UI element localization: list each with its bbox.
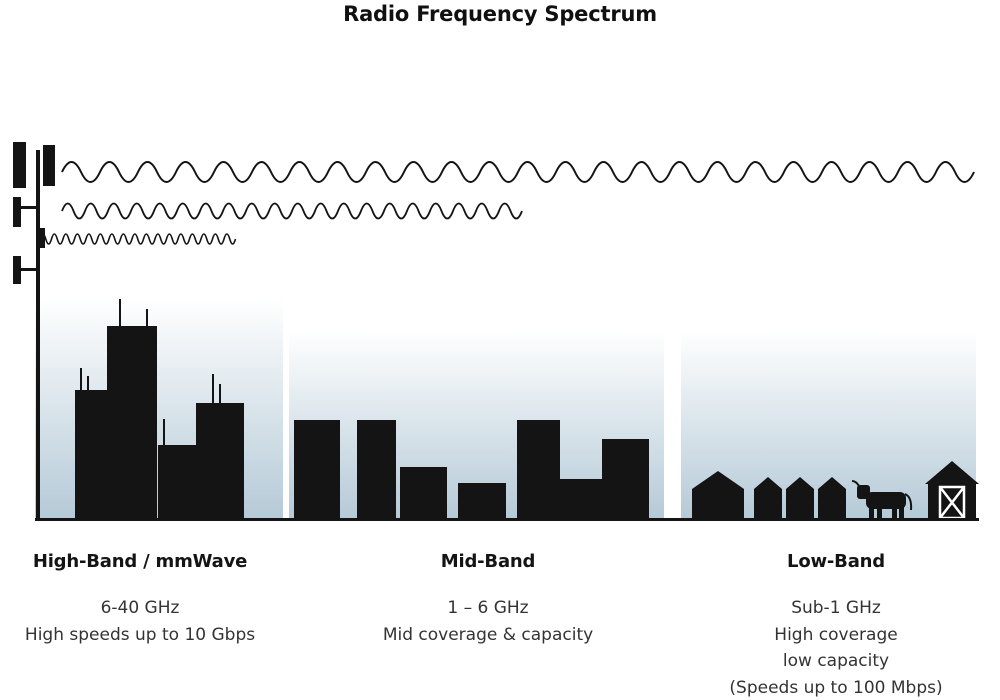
band-frequency: 1 – 6 GHz — [447, 598, 529, 618]
house-icon — [692, 471, 744, 518]
band-description: High speeds up to 10 Gbps — [24, 624, 256, 645]
page-title: Radio Frequency Spectrum — [343, 2, 657, 26]
band-description: low capacity — [782, 651, 890, 671]
cow-icon — [851, 480, 913, 518]
band-label-mid: Mid-Band 1 – 6 GHz Mid coverage & capaci… — [348, 551, 628, 648]
band-description: Mid coverage & capacity — [382, 624, 594, 645]
band-name: Low-Band — [787, 551, 885, 572]
high-band-skyline-icon — [75, 299, 244, 518]
band-description: (Speeds up to 100 Mbps) — [729, 677, 943, 698]
band-label-high: High-Band / mmWave 6-40 GHz High speeds … — [10, 551, 270, 648]
cell-tower-icon — [13, 142, 55, 518]
mid-frequency-wave-icon — [61, 202, 523, 220]
band-frequency: Sub-1 GHz — [791, 598, 881, 618]
band-description: High coverage — [774, 624, 898, 645]
house-icon — [754, 477, 782, 518]
mid-band-skyline-icon — [294, 420, 649, 518]
house-icon — [818, 477, 846, 518]
house-icon — [786, 477, 814, 518]
band-name: Mid-Band — [440, 551, 536, 572]
ground-line — [35, 518, 979, 521]
spectrum-illustration — [13, 142, 979, 521]
low-frequency-wave-icon — [61, 161, 975, 183]
low-band-scene-icon — [692, 461, 979, 520]
band-name: High-Band / mmWave — [32, 551, 248, 572]
high-frequency-wave-icon — [39, 233, 237, 245]
band-frequency: 6-40 GHz — [100, 598, 180, 618]
band-label-low: Low-Band Sub-1 GHz High coverage low cap… — [686, 551, 986, 700]
